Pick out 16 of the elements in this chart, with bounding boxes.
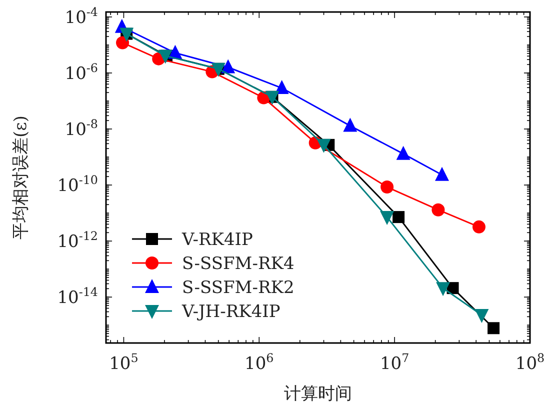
y-tick-label: 10$^{-10}$ [57, 173, 98, 196]
x-tick-label: 10$^{6}$ [244, 351, 274, 374]
y-tick-label: 10$^{-14}$ [57, 285, 98, 308]
y-tick-label: 10$^{-12}$ [57, 229, 98, 252]
legend-label: V-JH-RK4IP [181, 302, 280, 322]
y-axis-title: 平均相对误差(ε) [11, 115, 31, 240]
y-tick-label: 10$^{-4}$ [64, 4, 98, 28]
legend-label: S-SSFM-RK2 [182, 278, 294, 298]
legend-label: V-RK4IP [181, 230, 253, 250]
legend-label: S-SSFM-RK4 [182, 254, 294, 274]
x-tick-label: 10$^{5}$ [109, 351, 138, 374]
x-tick-label: 10$^{7}$ [380, 351, 410, 374]
x-tick-label: 10$^{8}$ [515, 351, 545, 374]
x-axis-title: 计算时间 [284, 384, 352, 404]
y-tick-label: 10$^{-6}$ [64, 60, 98, 84]
y-tick-label: 10$^{-8}$ [64, 117, 98, 140]
